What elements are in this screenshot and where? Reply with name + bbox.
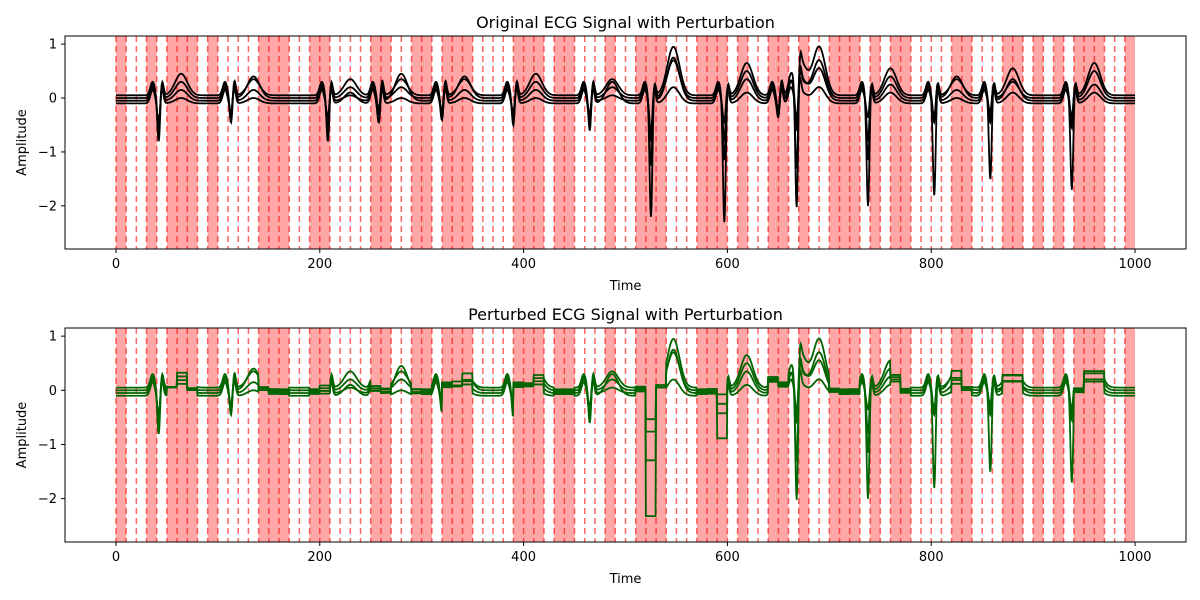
shaded-region — [1033, 328, 1044, 542]
shaded-region — [442, 36, 473, 249]
series-line — [115, 368, 1136, 421]
shaded-region — [870, 36, 881, 249]
shaded-region — [370, 328, 392, 542]
x-tick-label: 400 — [511, 257, 536, 272]
shaded-region — [1073, 36, 1105, 249]
x-axis-label: Time — [609, 572, 642, 587]
shaded-region — [1033, 36, 1044, 249]
shaded-region — [1124, 36, 1136, 249]
x-tick-label: 200 — [307, 550, 332, 565]
shaded-region — [115, 36, 127, 249]
x-tick-label: 400 — [511, 550, 536, 565]
shaded-region — [554, 36, 575, 249]
shaded-region — [146, 328, 157, 542]
shaded-region — [411, 36, 432, 249]
y-tick-label: 1 — [49, 38, 57, 53]
shaded-region — [513, 328, 544, 542]
x-axis-label: Time — [609, 279, 642, 294]
shaded-region — [411, 328, 432, 542]
y-tick-label: −2 — [38, 199, 57, 214]
x-tick-label: 0 — [112, 550, 120, 565]
shaded-region — [605, 36, 616, 249]
y-tick-label: 0 — [49, 384, 57, 399]
series-line — [115, 76, 1136, 137]
shaded-region — [309, 328, 330, 542]
shaded-region — [146, 36, 157, 249]
axes-frame — [64, 327, 1187, 543]
perturbed-ecg-chart: 0 200 400 600 800 1000 1 0 −1 −2 Perturbed ECG Sig… — [15, 305, 1187, 587]
shaded-region — [207, 36, 218, 249]
shaded-region — [605, 328, 616, 542]
x-tick-label: 1000 — [1118, 550, 1151, 565]
x-tick-label: 1000 — [1118, 257, 1151, 272]
x-tick-label: 600 — [715, 257, 740, 272]
axes-frame — [64, 35, 1187, 250]
chart-title: Original ECG Signal with Perturbation — [476, 13, 775, 32]
x-tick-label: 800 — [919, 257, 944, 272]
shaded-region — [115, 328, 127, 542]
shaded-region — [1053, 36, 1064, 249]
y-tick-label: 1 — [49, 330, 57, 345]
shaded-region — [829, 36, 860, 249]
x-tick-label: 800 — [919, 550, 944, 565]
x-tick-label: 0 — [112, 257, 120, 272]
y-axis-label: Amplitude — [15, 402, 30, 469]
shaded-region — [951, 328, 972, 542]
series-line — [115, 337, 1136, 518]
shaded-region — [207, 328, 218, 542]
y-tick-label: −2 — [38, 492, 57, 507]
shaded-region — [635, 328, 667, 542]
shaded-region — [798, 328, 809, 542]
shaded-region — [554, 328, 575, 542]
shaded-region — [258, 328, 290, 542]
shaded-region — [737, 328, 748, 542]
original-ecg-chart: 0 200 400 600 800 1000 1 0 −1 −2 Original ECG Sign… — [15, 13, 1187, 294]
shaded-region — [737, 36, 748, 249]
shaded-region — [1002, 36, 1023, 249]
y-tick-label: 0 — [49, 92, 57, 107]
shaded-region — [258, 36, 290, 249]
shaded-region — [442, 328, 473, 542]
shaded-region — [829, 328, 860, 542]
y-tick-label: −1 — [38, 438, 57, 453]
y-axis-label: Amplitude — [15, 109, 30, 176]
shaded-region — [1124, 328, 1136, 542]
series-line — [115, 59, 1136, 169]
shaded-region — [798, 36, 809, 249]
shaded-region — [166, 328, 198, 542]
shaded-region — [166, 36, 198, 249]
shaded-region — [696, 328, 728, 542]
shaded-region — [635, 36, 667, 249]
shaded-region — [870, 328, 881, 542]
shaded-region — [513, 36, 544, 249]
x-tick-label: 200 — [307, 257, 332, 272]
y-tick-label: −1 — [38, 145, 57, 160]
x-tick-label: 600 — [715, 550, 740, 565]
shaded-region — [1053, 328, 1064, 542]
chart-title: Perturbed ECG Signal with Perturbation — [468, 305, 783, 324]
shaded-region — [1073, 328, 1105, 542]
